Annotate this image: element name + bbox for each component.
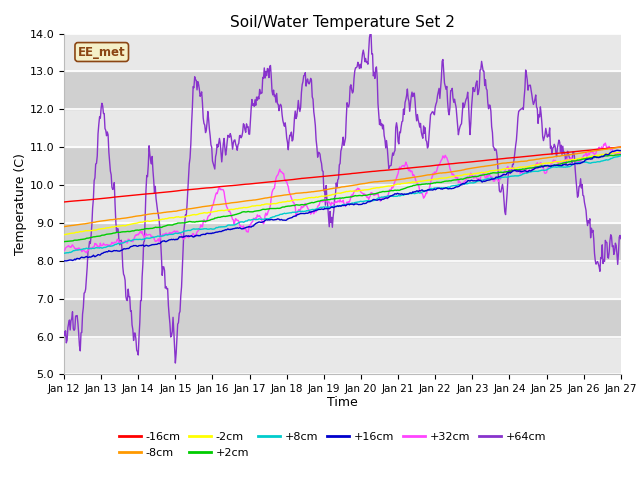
Y-axis label: Temperature (C): Temperature (C) [13, 153, 27, 255]
Bar [64, 147, 621, 185]
Bar [64, 185, 621, 223]
Bar [64, 72, 621, 109]
Bar [64, 299, 621, 336]
Legend: -16cm, -8cm, -2cm, +2cm, +8cm, +16cm, +32cm, +64cm: -16cm, -8cm, -2cm, +2cm, +8cm, +16cm, +3… [114, 428, 551, 462]
Bar [64, 223, 621, 261]
Bar [64, 261, 621, 299]
Bar [64, 336, 621, 374]
Title: Soil/Water Temperature Set 2: Soil/Water Temperature Set 2 [230, 15, 455, 30]
X-axis label: Time: Time [327, 396, 358, 408]
Bar [64, 34, 621, 72]
Bar [64, 109, 621, 147]
Text: EE_met: EE_met [78, 46, 125, 59]
